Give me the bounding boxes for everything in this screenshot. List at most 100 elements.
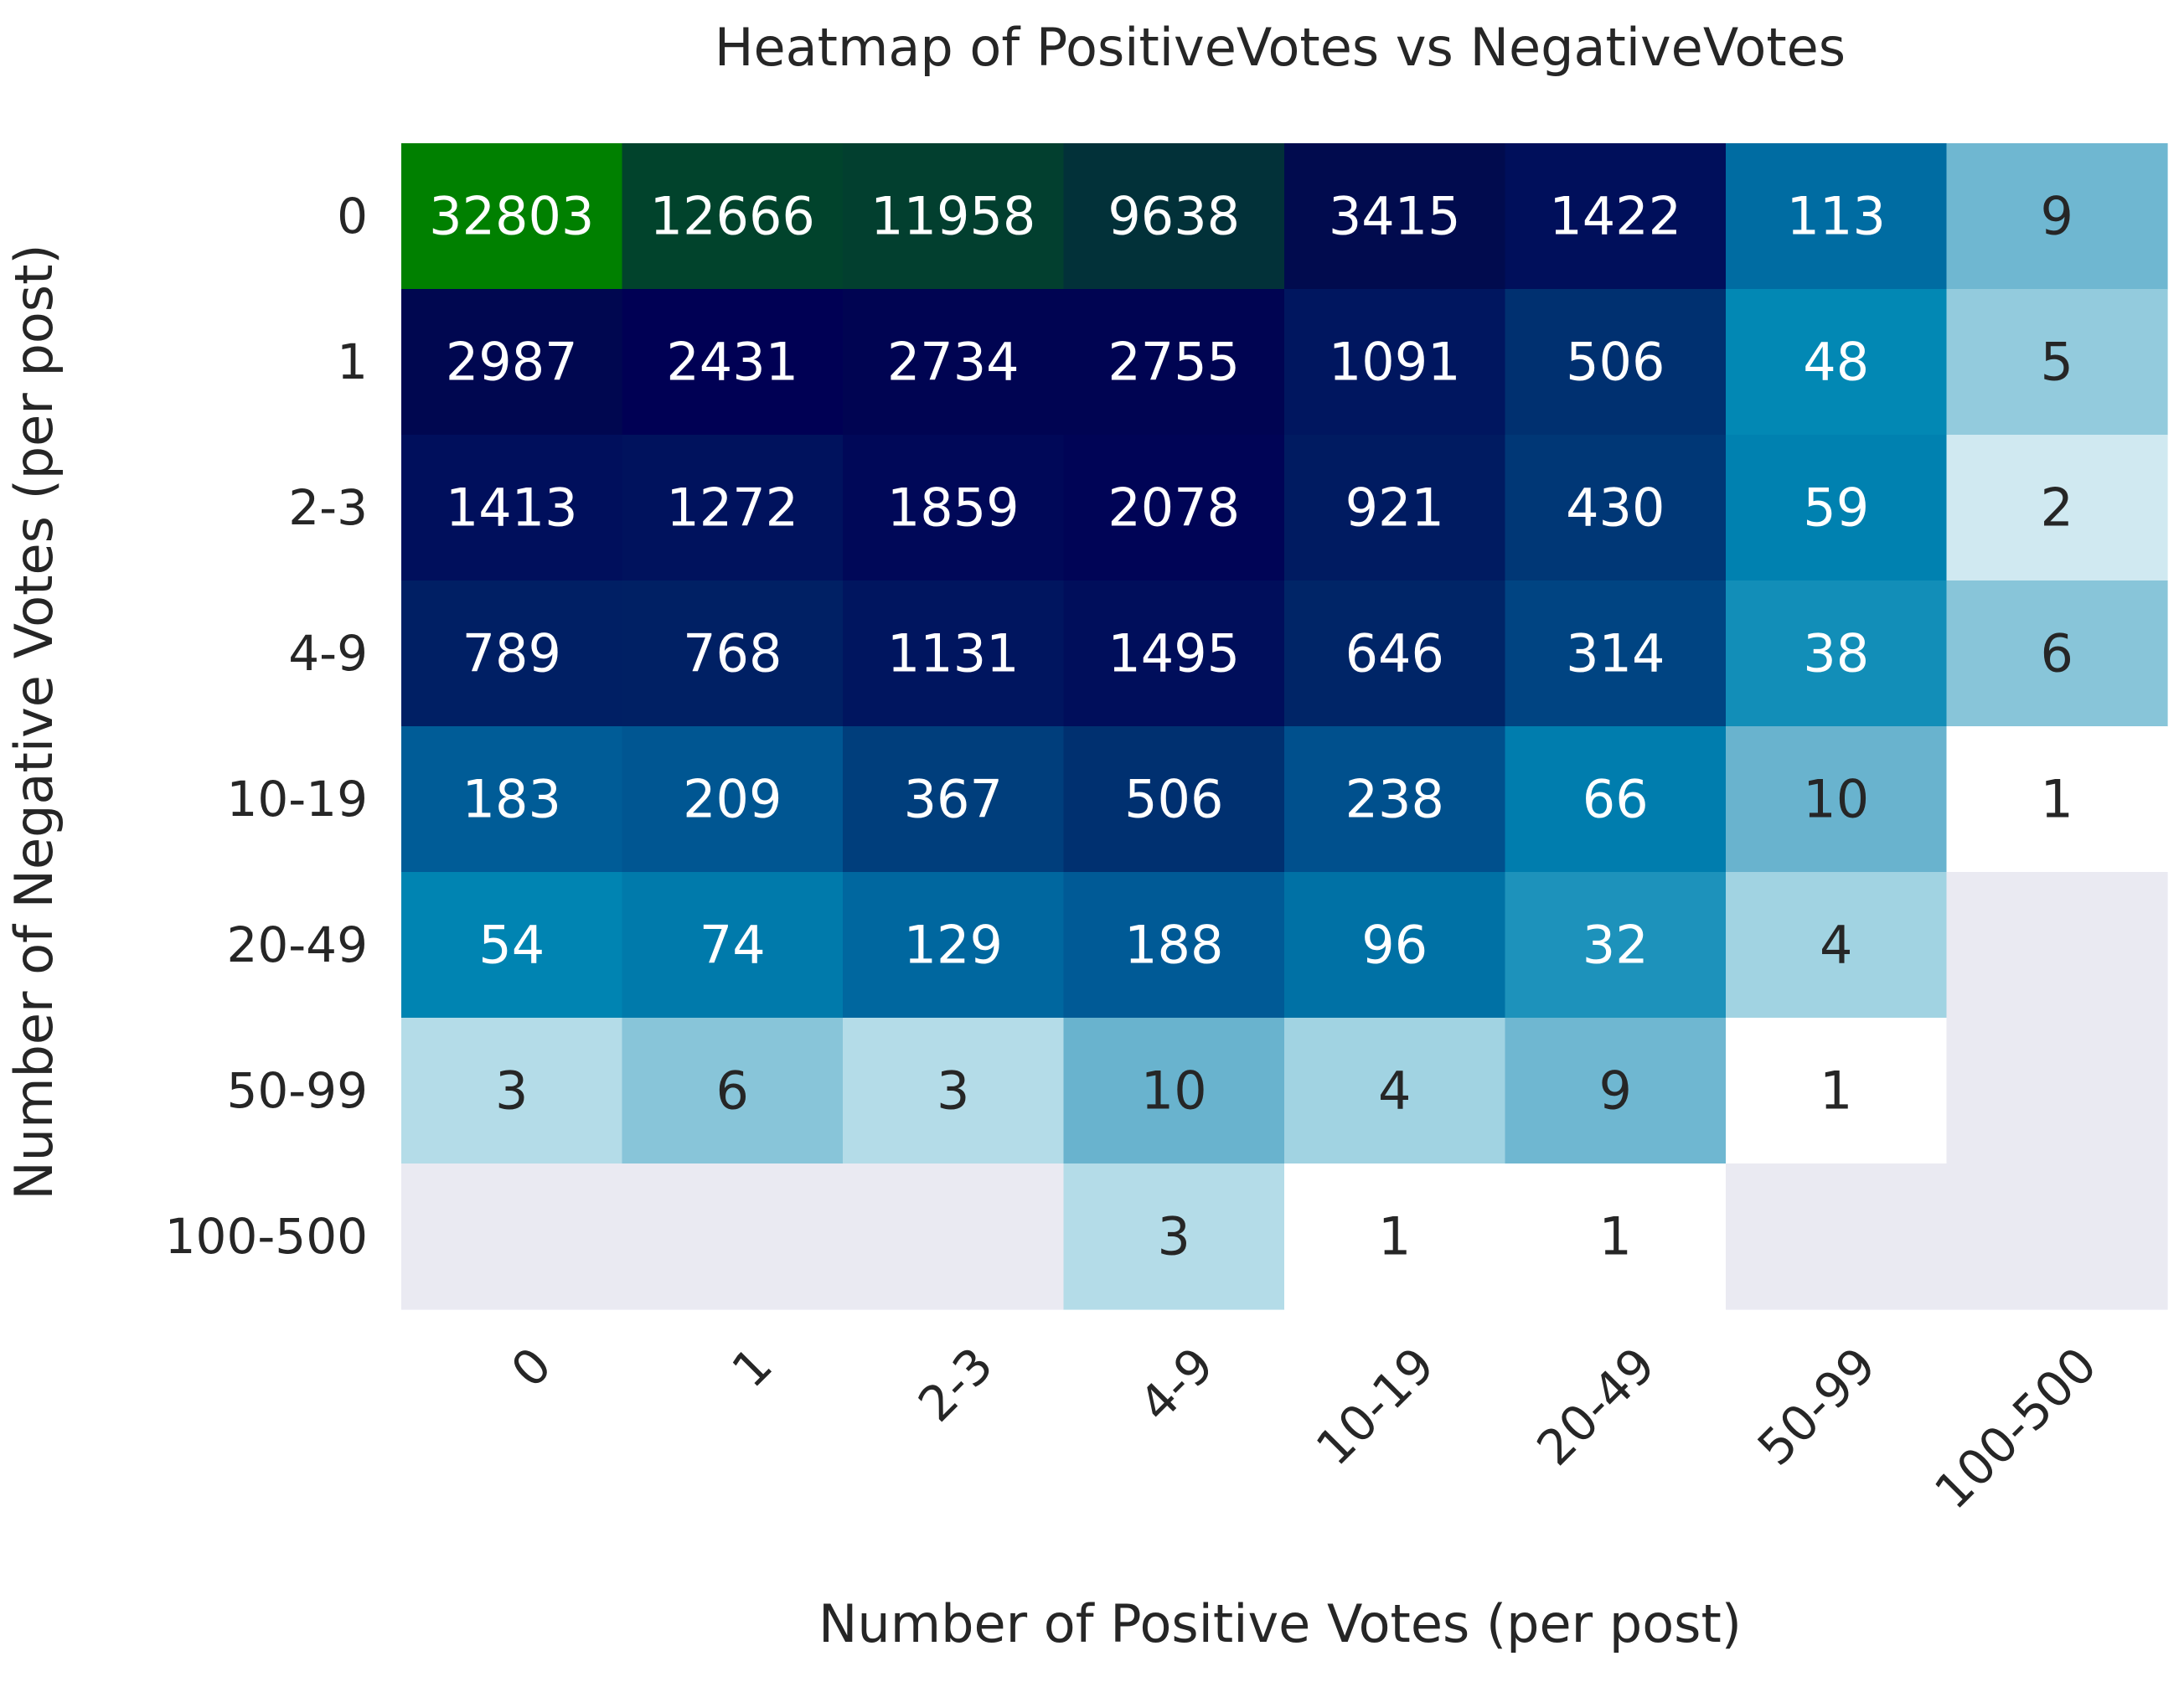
y-tick-label: 0 bbox=[337, 188, 368, 245]
cell-value-label: 314 bbox=[1566, 623, 1665, 684]
heatmap-cell bbox=[622, 872, 844, 1019]
heatmap-cell bbox=[1726, 726, 1948, 873]
cell-value-label: 10 bbox=[1141, 1060, 1207, 1122]
cell-value-label: 1495 bbox=[1107, 623, 1240, 684]
heatmap-cell bbox=[1505, 726, 1727, 873]
heatmap-cell bbox=[1505, 289, 1727, 436]
cell-value-label: 2734 bbox=[887, 332, 1020, 393]
cell-value-label: 367 bbox=[904, 769, 1003, 830]
cell-value-label: 9 bbox=[2041, 186, 2073, 247]
cell-value-label: 1422 bbox=[1549, 186, 1681, 247]
heatmap-cell bbox=[1946, 1018, 2168, 1164]
heatmap-cell bbox=[843, 143, 1065, 290]
cell-value-label: 66 bbox=[1582, 769, 1649, 830]
heatmap-cell bbox=[1946, 1163, 2168, 1310]
y-tick-label: 20-49 bbox=[226, 916, 368, 973]
heatmap-cell bbox=[1063, 1018, 1285, 1164]
heatmap-cell bbox=[1726, 143, 1948, 290]
cell-value-label: 11958 bbox=[870, 186, 1035, 247]
heatmap-cell bbox=[1946, 143, 2168, 290]
heatmap-cell bbox=[1063, 872, 1285, 1019]
cell-value-label: 506 bbox=[1124, 769, 1223, 830]
cell-value-label: 1413 bbox=[446, 477, 578, 539]
heatmap-cell bbox=[1284, 143, 1506, 290]
heatmap-cell bbox=[1726, 872, 1948, 1019]
heatmap-cell bbox=[1726, 580, 1948, 727]
cell-value-label: 3 bbox=[937, 1060, 969, 1122]
cell-value-label: 54 bbox=[478, 915, 545, 976]
cell-value-label: 59 bbox=[1803, 477, 1869, 539]
heatmap-cell bbox=[843, 580, 1065, 727]
heatmap-cell bbox=[1726, 289, 1948, 436]
cell-value-label: 4 bbox=[1820, 915, 1852, 976]
cell-value-label: 183 bbox=[462, 769, 561, 830]
cell-value-label: 188 bbox=[1124, 915, 1223, 976]
cell-value-label: 4 bbox=[1378, 1060, 1411, 1122]
heatmap-cell bbox=[401, 1018, 623, 1164]
heatmap-cell bbox=[1284, 580, 1506, 727]
cell-value-label: 113 bbox=[1787, 186, 1886, 247]
heatmap-cell bbox=[1063, 143, 1285, 290]
y-tick-label: 50-99 bbox=[226, 1062, 368, 1119]
heatmap-cell bbox=[401, 1163, 623, 1310]
heatmap-cell bbox=[1284, 872, 1506, 1019]
cell-value-label: 96 bbox=[1361, 915, 1428, 976]
heatmap-cell bbox=[1284, 726, 1506, 873]
cell-value-label: 1 bbox=[2041, 769, 2073, 830]
cell-value-label: 2431 bbox=[666, 332, 798, 393]
heatmap-cell bbox=[1063, 726, 1285, 873]
heatmap-cell bbox=[843, 289, 1065, 436]
y-tick-label: 4-9 bbox=[288, 625, 368, 682]
heatmap-cell bbox=[622, 1018, 844, 1164]
cell-value-label: 6 bbox=[2041, 623, 2073, 684]
heatmap-cell bbox=[1284, 435, 1506, 581]
cell-value-label: 209 bbox=[683, 769, 782, 830]
y-tick-labels: 0 1 2-3 4-9 10-19 20-49 50-99 100-500 bbox=[165, 188, 368, 1265]
cell-value-label: 3 bbox=[495, 1060, 528, 1122]
heatmap-cell bbox=[401, 143, 623, 290]
heatmap-cell bbox=[622, 580, 844, 727]
y-tick-label: 2-3 bbox=[288, 479, 368, 536]
heatmap-cell bbox=[1284, 1163, 1506, 1310]
heatmap-cell bbox=[1505, 435, 1727, 581]
heatmap-cell bbox=[843, 872, 1065, 1019]
heatmap-cell bbox=[622, 726, 844, 873]
y-tick-label: 1 bbox=[337, 333, 368, 390]
cell-value-label: 6 bbox=[716, 1060, 749, 1122]
cell-value-label: 129 bbox=[904, 915, 1003, 976]
cell-value-label: 646 bbox=[1345, 623, 1444, 684]
cell-value-label: 5 bbox=[2041, 332, 2073, 393]
heatmap-cell bbox=[1063, 289, 1285, 436]
cell-value-label: 2987 bbox=[446, 332, 578, 393]
heatmap-cell bbox=[843, 726, 1065, 873]
chart-title: Heatmap of PositiveVotes vs NegativeVote… bbox=[715, 17, 1846, 78]
cell-value-label: 1091 bbox=[1329, 332, 1461, 393]
heatmap-cell bbox=[1946, 289, 2168, 436]
cell-value-label: 38 bbox=[1803, 623, 1869, 684]
cell-value-label: 2078 bbox=[1107, 477, 1240, 539]
heatmap-cell bbox=[1946, 872, 2168, 1019]
heatmap-cell bbox=[1505, 872, 1727, 1019]
heatmap-cell bbox=[1284, 1018, 1506, 1164]
heatmap-cell bbox=[1946, 435, 2168, 581]
y-tick-label: 10-19 bbox=[226, 771, 368, 828]
cell-value-label: 1 bbox=[1378, 1206, 1411, 1267]
heatmap-cell bbox=[401, 872, 623, 1019]
cell-value-label: 768 bbox=[683, 623, 782, 684]
cell-value-label: 12666 bbox=[650, 186, 815, 247]
heatmap-cell bbox=[843, 1018, 1065, 1164]
heatmap-cell bbox=[1946, 726, 2168, 873]
cell-value-label: 1859 bbox=[887, 477, 1020, 539]
cell-value-label: 2755 bbox=[1107, 332, 1240, 393]
heatmap-cell bbox=[1063, 580, 1285, 727]
cell-value-label: 32 bbox=[1582, 915, 1649, 976]
cell-value-label: 1131 bbox=[887, 623, 1020, 684]
heatmap-cell bbox=[1505, 580, 1727, 727]
cell-value-label: 1 bbox=[1599, 1206, 1632, 1267]
cell-value-label: 1 bbox=[1820, 1060, 1852, 1122]
y-tick-label: 100-500 bbox=[165, 1208, 368, 1265]
heatmap-cell bbox=[843, 435, 1065, 581]
heatmap-cell bbox=[1505, 1163, 1727, 1310]
